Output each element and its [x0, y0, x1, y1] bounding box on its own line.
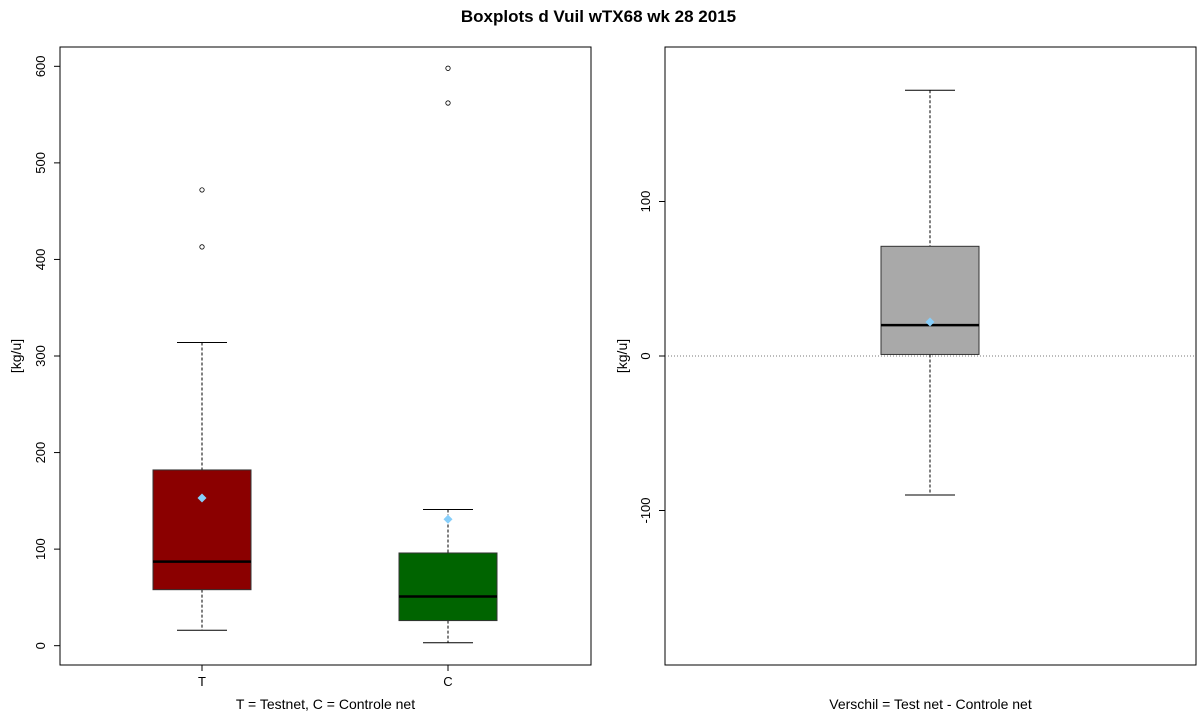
box-C	[398, 65, 498, 644]
outlier-point	[199, 187, 205, 193]
y-tick-label: 400	[33, 249, 48, 271]
iqr-box	[398, 552, 498, 622]
y-tick-label: -100	[638, 497, 653, 523]
panel-1: 0 100 200 300 400 500 600 [kg/u] T = Testnet, C …	[8, 46, 592, 712]
y-tick-label: 100	[638, 191, 653, 213]
chart-title: Boxplots d Vuil wTX68 wk 28 2015	[460, 7, 737, 26]
mean-marker	[925, 317, 935, 327]
y-tick-label: 100	[33, 538, 48, 560]
x-tick-label: C	[443, 674, 452, 689]
y-tick-label: 500	[33, 152, 48, 174]
mean-marker	[197, 493, 207, 503]
mean-marker	[443, 514, 453, 524]
x-axis-label: T = Testnet, C = Controle net	[236, 696, 415, 712]
x-axis-label: Verschil = Test net - Controle net	[829, 696, 1032, 712]
outlier-point	[445, 65, 451, 71]
plot-frame	[59, 46, 592, 666]
box-T	[152, 187, 252, 631]
y-axis-label: [kg/u]	[8, 339, 24, 373]
x-tick-label: T	[198, 674, 206, 689]
y-tick-label: 200	[33, 442, 48, 464]
box-diff	[880, 89, 980, 496]
outlier-point	[199, 244, 205, 250]
y-tick-label: 0	[33, 642, 48, 649]
iqr-box	[880, 245, 980, 355]
y-tick-label: 0	[638, 352, 653, 359]
outlier-point	[445, 100, 451, 106]
y-tick-label: 600	[33, 55, 48, 77]
y-axis-label: [kg/u]	[614, 339, 630, 373]
iqr-box	[152, 469, 252, 591]
y-tick-label: 300	[33, 345, 48, 367]
panel-2: -100 0 100 [kg/u] Verschil = Test net - Cont…	[614, 46, 1197, 712]
